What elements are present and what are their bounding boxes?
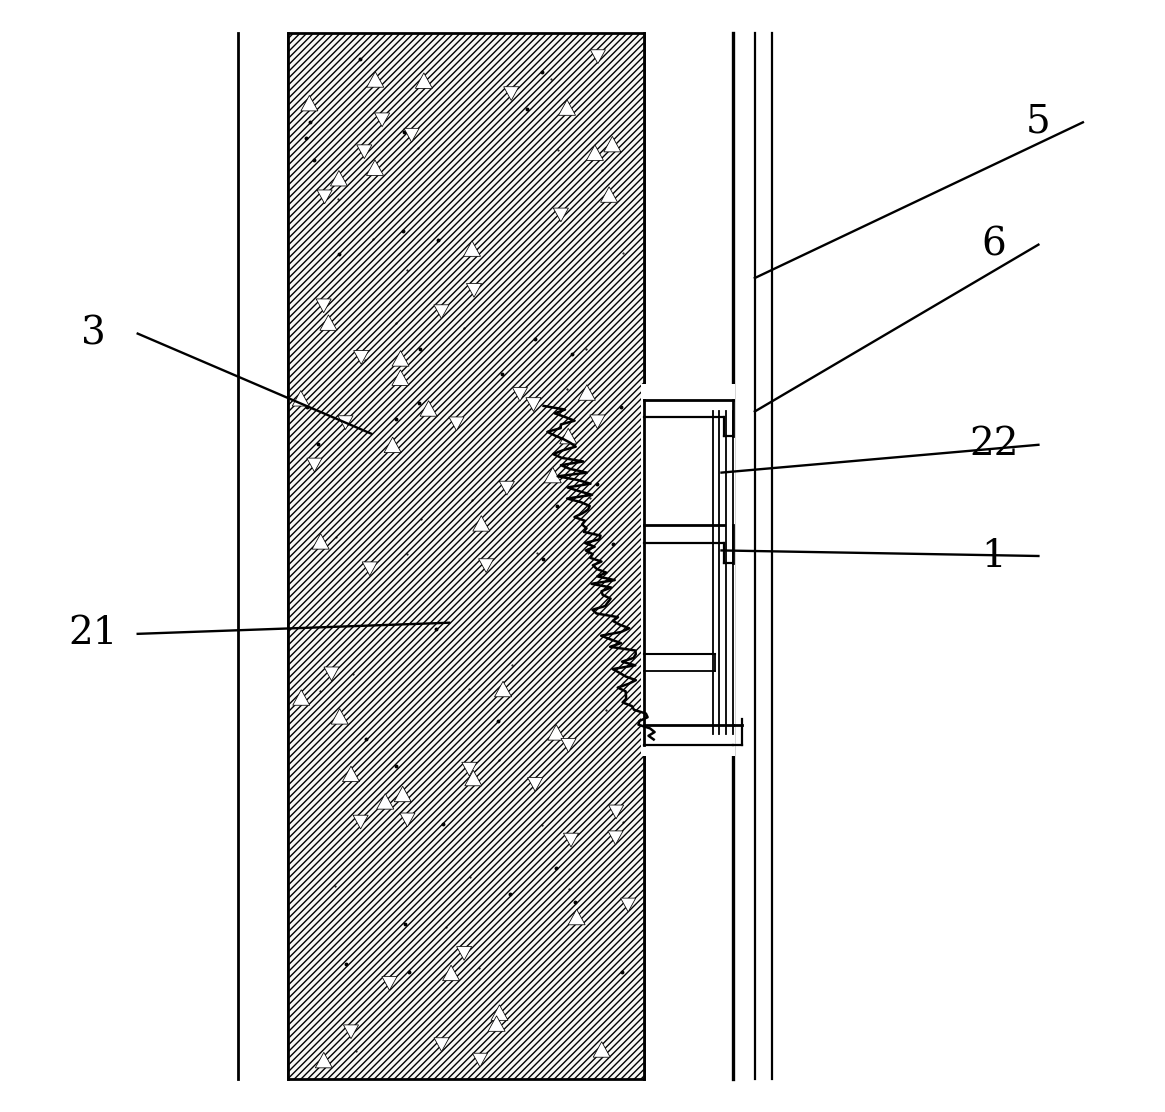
Polygon shape <box>578 385 595 400</box>
Polygon shape <box>421 400 437 416</box>
Polygon shape <box>404 128 419 142</box>
Polygon shape <box>560 428 577 444</box>
Polygon shape <box>544 467 562 483</box>
Polygon shape <box>356 145 372 159</box>
Polygon shape <box>400 813 415 827</box>
Polygon shape <box>316 299 331 312</box>
Polygon shape <box>393 350 409 366</box>
Polygon shape <box>416 73 432 88</box>
Text: 3: 3 <box>80 315 106 353</box>
Polygon shape <box>449 417 464 430</box>
Polygon shape <box>292 390 309 406</box>
Polygon shape <box>479 558 494 573</box>
Polygon shape <box>367 160 383 176</box>
Polygon shape <box>500 481 515 495</box>
Polygon shape <box>589 415 605 429</box>
Polygon shape <box>464 241 480 257</box>
Polygon shape <box>465 771 482 786</box>
Polygon shape <box>621 898 636 912</box>
Polygon shape <box>642 384 735 756</box>
Polygon shape <box>331 708 348 724</box>
Polygon shape <box>306 458 322 471</box>
Polygon shape <box>320 315 337 330</box>
Polygon shape <box>324 667 339 681</box>
Polygon shape <box>317 190 332 203</box>
Polygon shape <box>367 71 383 87</box>
Polygon shape <box>354 350 369 365</box>
Text: 5: 5 <box>1026 103 1051 141</box>
Polygon shape <box>466 284 481 297</box>
Polygon shape <box>503 87 518 100</box>
Polygon shape <box>564 833 579 847</box>
Polygon shape <box>435 1037 450 1052</box>
Polygon shape <box>312 534 330 549</box>
Polygon shape <box>569 910 585 925</box>
Polygon shape <box>316 1052 332 1068</box>
Polygon shape <box>593 1042 610 1058</box>
Polygon shape <box>394 786 411 802</box>
Polygon shape <box>608 831 623 845</box>
Polygon shape <box>344 1025 359 1039</box>
Polygon shape <box>488 1015 506 1031</box>
Polygon shape <box>490 1005 508 1021</box>
Polygon shape <box>301 96 318 111</box>
Text: 6: 6 <box>982 226 1007 264</box>
Polygon shape <box>374 113 389 127</box>
Polygon shape <box>603 137 621 152</box>
Text: 21: 21 <box>69 615 118 653</box>
Polygon shape <box>528 777 543 792</box>
Polygon shape <box>457 946 472 961</box>
Polygon shape <box>331 170 347 186</box>
Polygon shape <box>353 815 368 828</box>
Polygon shape <box>586 145 603 160</box>
Polygon shape <box>384 437 401 453</box>
Polygon shape <box>343 766 360 782</box>
Polygon shape <box>601 187 617 202</box>
Polygon shape <box>558 100 576 116</box>
Polygon shape <box>376 794 394 810</box>
Polygon shape <box>591 50 606 63</box>
Polygon shape <box>525 398 541 411</box>
Polygon shape <box>443 965 459 981</box>
Polygon shape <box>473 1053 487 1068</box>
Polygon shape <box>461 762 476 776</box>
Polygon shape <box>608 805 623 818</box>
Polygon shape <box>292 689 310 705</box>
Polygon shape <box>433 305 449 318</box>
Polygon shape <box>338 416 353 429</box>
Polygon shape <box>495 682 511 697</box>
Polygon shape <box>473 516 489 532</box>
Polygon shape <box>562 738 576 752</box>
Polygon shape <box>391 370 409 386</box>
Polygon shape <box>548 725 565 741</box>
Text: 22: 22 <box>969 426 1018 464</box>
Polygon shape <box>362 562 377 576</box>
Polygon shape <box>288 33 643 1079</box>
Polygon shape <box>382 976 397 991</box>
Text: 1: 1 <box>982 537 1007 575</box>
Polygon shape <box>553 208 569 222</box>
Polygon shape <box>513 387 528 401</box>
